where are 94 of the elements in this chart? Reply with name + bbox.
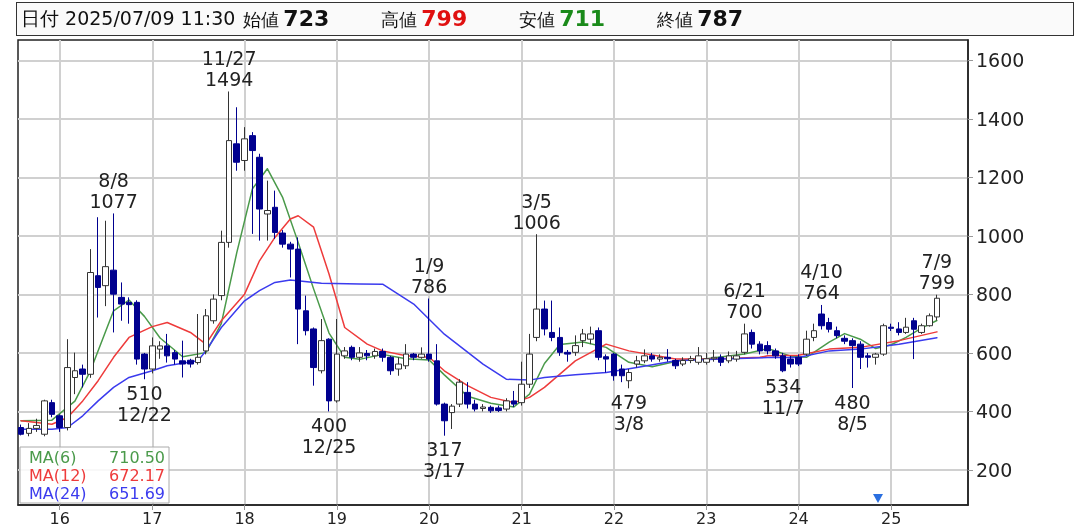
candlestick [541,300,548,336]
x-tick-label: 16 [49,508,70,528]
x-tick-label: 25 [880,508,902,528]
x-tick-label: 18 [234,508,255,528]
y-tick-label: 1600 [976,49,1025,72]
candlestick [911,317,917,360]
annotation: 11/27 1494 [201,46,257,90]
annotation: 1/9 786 [411,254,448,298]
y-tick-label: 1200 [976,166,1025,189]
candlestick [626,368,632,389]
candlestick [749,329,755,350]
annotation: 710.50 [109,447,165,467]
candlestick [349,345,355,361]
candlestick [533,233,540,342]
x-tick-label: 19 [326,508,348,528]
annotation: 534 11/7 [761,374,805,418]
candlestick [503,397,510,412]
candlestick [164,333,170,364]
candlestick [718,353,724,367]
text: 終値 787 [657,6,744,32]
candlestick [56,413,63,433]
candlestick [318,318,325,374]
candlestick [511,390,517,408]
candlestick [619,364,625,383]
y-tick-label: 400 [976,400,1013,423]
text: 高値 799 [381,6,468,32]
candlestick [95,216,101,319]
annotation: 317 3/17 [422,438,466,482]
y-tick-label: 1000 [976,224,1025,247]
candlestick [79,364,86,388]
candlestick [18,424,24,436]
annotation: 6/21 700 [723,279,766,323]
annotation: 479 3/8 [610,390,648,434]
text: 始値 723 [243,6,330,32]
x-tick-label: 23 [696,508,717,528]
candlestick [834,326,840,339]
annotation: 510 12/22 [117,381,172,425]
chart-title: 日付 2025/07/09 11:30 [21,6,236,31]
candlestick [172,349,178,366]
x-tick-label: 24 [788,508,809,528]
candlestick [480,403,486,412]
x-tick-label: 22 [603,508,625,528]
candlestick [49,399,55,418]
candlestick [195,313,201,366]
candlestick [649,352,655,363]
x-tick-label: 20 [418,508,440,528]
text: 安値 711 [519,6,606,32]
candlestick [741,323,748,355]
annotation: 400 12/25 [301,413,357,457]
candlestick [572,334,579,357]
annotation: 8/8 1077 [89,168,138,212]
candlestick [888,323,894,332]
y-tick-label: 200 [976,458,1013,481]
candlestick [249,131,256,235]
y-tick-label: 1400 [976,107,1025,130]
candlestick [680,356,686,367]
candlestick [87,248,94,379]
candlestick [426,298,432,363]
candlestick [241,126,248,172]
candlestick [372,348,378,360]
candlestick [896,321,902,336]
candlestick [449,403,455,430]
candlestick [102,220,109,307]
candlestick [110,212,117,333]
candlestick [611,352,617,382]
candlestick [326,337,332,412]
y-tick-label: 800 [976,283,1013,306]
candlestick [803,330,810,357]
x-tick-label: 21 [511,508,532,528]
candlestick [664,348,671,363]
candlestick [811,323,817,342]
annotation: 4/10 764 [800,260,843,304]
annotation: 651.69 [109,483,165,503]
x-tick-label: 17 [142,508,163,528]
text: MA(12) [29,465,87,485]
candlestick [256,153,263,242]
annotation: 480 8/5 [834,390,871,434]
candlestick [418,346,425,360]
candlestick [549,300,555,342]
candlestick [410,352,417,361]
candlestick [456,378,463,408]
annotation: 672.17 [109,465,165,485]
candlestick [672,358,679,370]
candlestick [364,349,370,361]
y-tick-label: 600 [976,341,1013,364]
candlestick [264,180,271,242]
candlestick [356,346,363,363]
series-label: MA(6) [29,447,77,467]
text: MA(24) [29,483,87,503]
candlestick [657,353,663,363]
candlestick [903,317,909,335]
annotation: 7/9 799 [918,250,956,294]
candlestick [233,106,240,172]
annotation: 3/5 1006 [512,189,561,233]
